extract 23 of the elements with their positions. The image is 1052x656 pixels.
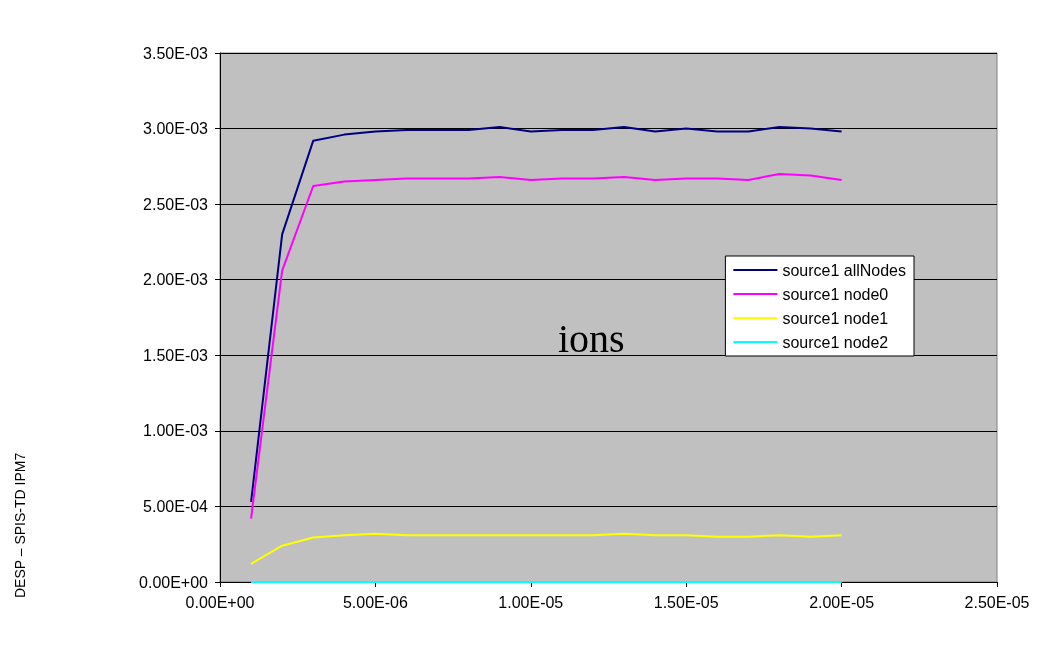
x-tick-label: 2.00E-05	[809, 593, 875, 611]
y-tick-label: 1.00E-03	[143, 422, 209, 440]
legend-label: source1 node1	[782, 309, 889, 327]
x-tick-label: 5.00E-06	[342, 593, 408, 611]
legend-label: source1 allNodes	[782, 261, 906, 279]
y-tick-label: 2.50E-03	[143, 195, 209, 213]
line-series	[250, 126, 843, 503]
line-series	[250, 172, 843, 520]
line-series	[250, 532, 843, 565]
y-tick-label: 2.00E-03	[143, 271, 209, 289]
annotation: ions	[558, 315, 625, 361]
x-tick-label: 1.00E-05	[498, 593, 564, 611]
x-tick-label: 2.50E-05	[964, 593, 1030, 611]
y-tick-label: 0.00E+00	[139, 573, 209, 591]
y-tick-label: 1.50E-03	[143, 346, 209, 364]
x-tick-label: 1.50E-05	[653, 593, 719, 611]
y-tick-label: 3.00E-03	[143, 120, 209, 138]
text: DESP – SPIS-TD IPM7	[12, 452, 28, 598]
y-tick-label: 5.00E-04	[143, 497, 209, 515]
legend-label: source1 node2	[782, 333, 889, 351]
legend-label: source1 node0	[782, 285, 889, 303]
x-tick-label: 0.00E+00	[185, 593, 255, 611]
y-tick-label: 3.50E-03	[143, 44, 209, 62]
